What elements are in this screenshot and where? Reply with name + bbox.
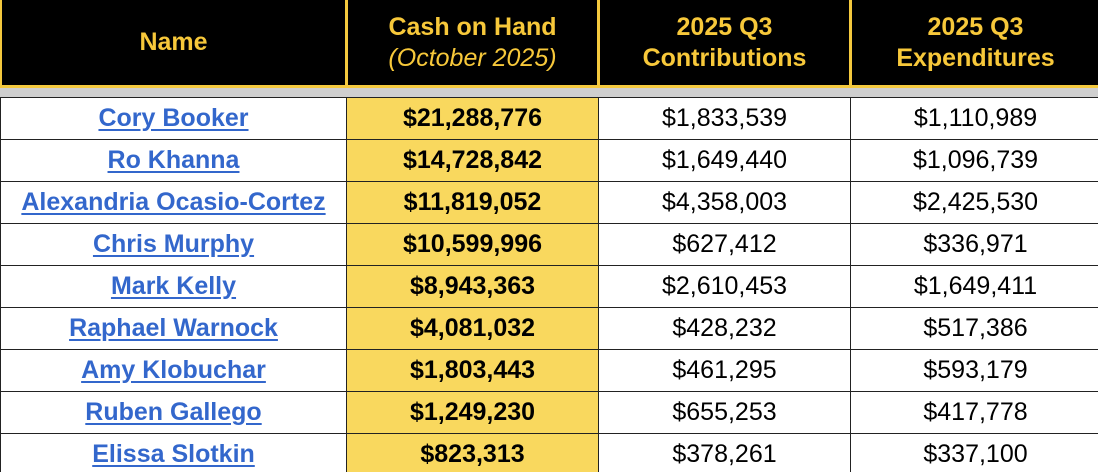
header-cash-on-hand: Cash on Hand (October 2025) [345, 0, 600, 88]
contributions-cell: $2,610,453 [598, 265, 851, 308]
expenditures-cell: $336,971 [850, 223, 1098, 266]
header-name: Name [0, 0, 348, 88]
cash-cell: $1,249,230 [346, 391, 599, 434]
expenditures-cell: $517,386 [850, 307, 1098, 350]
contributions-cell: $1,649,440 [598, 139, 851, 182]
candidate-link[interactable]: Chris Murphy [92, 230, 255, 258]
cash-cell: $4,081,032 [346, 307, 599, 350]
expenditures-cell: $1,110,989 [850, 97, 1098, 140]
name-cell: Alexandria Ocasio-Cortez [0, 181, 347, 224]
header-cash-line1: Cash on Hand [388, 12, 557, 41]
name-cell: Chris Murphy [0, 223, 347, 266]
cash-cell: $8,943,363 [346, 265, 599, 308]
table-row: Elissa Slotkin $823,313 $378,261 $337,10… [0, 433, 1098, 472]
header-expenditures: 2025 Q3 Expenditures [849, 0, 1098, 88]
cash-cell: $21,288,776 [346, 97, 599, 140]
table-row: Cory Booker $21,288,776 $1,833,539 $1,11… [0, 97, 1098, 140]
cash-cell: $14,728,842 [346, 139, 599, 182]
name-cell: Mark Kelly [0, 265, 347, 308]
candidate-link[interactable]: Raphael Warnock [69, 314, 278, 342]
header-expend-line1: 2025 Q3 [927, 12, 1024, 41]
expenditures-cell: $1,096,739 [850, 139, 1098, 182]
expenditures-cell: $2,425,530 [850, 181, 1098, 224]
contributions-cell: $627,412 [598, 223, 851, 266]
candidate-link[interactable]: Elissa Slotkin [92, 440, 255, 468]
table-row: Ruben Gallego $1,249,230 $655,253 $417,7… [0, 391, 1098, 434]
candidate-link[interactable]: Ruben Gallego [85, 398, 262, 426]
name-cell: Raphael Warnock [0, 307, 347, 350]
contributions-cell: $655,253 [598, 391, 851, 434]
table-header: Name Cash on Hand (October 2025) 2025 Q3… [0, 0, 1098, 88]
header-row: Name Cash on Hand (October 2025) 2025 Q3… [0, 0, 1098, 88]
expenditures-cell: $417,778 [850, 391, 1098, 434]
table-row: Alexandria Ocasio-Cortez $11,819,052 $4,… [0, 181, 1098, 224]
table-body: Cory Booker $21,288,776 $1,833,539 $1,11… [0, 86, 1098, 472]
contributions-cell: $428,232 [598, 307, 851, 350]
header-contrib-line1: 2025 Q3 [676, 12, 773, 41]
contributions-cell: $461,295 [598, 349, 851, 392]
name-cell: Elissa Slotkin [0, 433, 347, 472]
cash-cell: $1,803,443 [346, 349, 599, 392]
candidate-link[interactable]: Amy Klobuchar [81, 356, 266, 384]
candidate-link[interactable]: Alexandria Ocasio-Cortez [21, 188, 326, 216]
name-cell: Ruben Gallego [0, 391, 347, 434]
cash-cell: $10,599,996 [346, 223, 599, 266]
cash-cell: $823,313 [346, 433, 599, 472]
header-cash-line2: (October 2025) [388, 43, 557, 72]
candidate-link[interactable]: Cory Booker [98, 104, 249, 132]
name-cell: Ro Khanna [0, 139, 347, 182]
cash-cell: $11,819,052 [346, 181, 599, 224]
contributions-cell: $4,358,003 [598, 181, 851, 224]
table-row: Ro Khanna $14,728,842 $1,649,440 $1,096,… [0, 139, 1098, 182]
name-cell: Amy Klobuchar [0, 349, 347, 392]
header-contrib-line2: Contributions [642, 43, 807, 72]
contributions-cell: $1,833,539 [598, 97, 851, 140]
expenditures-cell: $1,649,411 [850, 265, 1098, 308]
expenditures-cell: $337,100 [850, 433, 1098, 472]
table-row: Chris Murphy $10,599,996 $627,412 $336,9… [0, 223, 1098, 266]
expenditures-cell: $593,179 [850, 349, 1098, 392]
candidate-link[interactable]: Ro Khanna [107, 146, 240, 174]
table-row: Amy Klobuchar $1,803,443 $461,295 $593,1… [0, 349, 1098, 392]
header-separator [0, 86, 1098, 98]
candidate-link[interactable]: Mark Kelly [110, 272, 237, 300]
header-expend-line2: Expenditures [896, 43, 1055, 72]
name-cell: Cory Booker [0, 97, 347, 140]
header-contributions: 2025 Q3 Contributions [597, 0, 852, 88]
header-name-label: Name [139, 28, 208, 56]
table-row: Mark Kelly $8,943,363 $2,610,453 $1,649,… [0, 265, 1098, 308]
table-row: Raphael Warnock $4,081,032 $428,232 $517… [0, 307, 1098, 350]
contributions-cell: $378,261 [598, 433, 851, 472]
